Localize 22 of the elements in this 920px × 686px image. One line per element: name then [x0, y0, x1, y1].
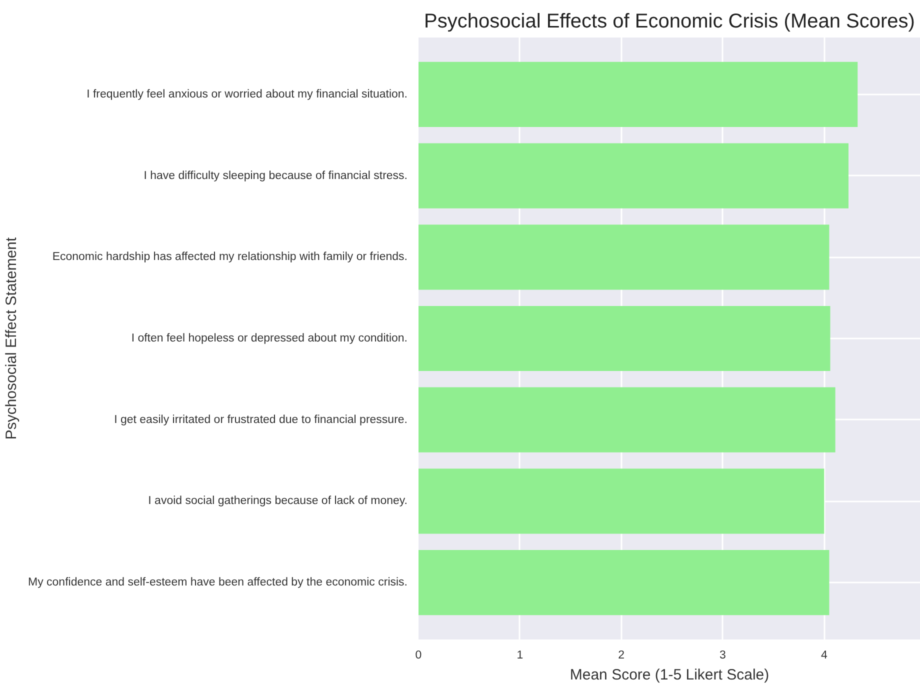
bar — [418, 62, 858, 127]
x-tick-label: 4 — [820, 650, 828, 662]
y-axis-title: Psychosocial Effect Statement — [3, 236, 20, 440]
x-axis-title: Mean Score (1-5 Likert Scale) — [570, 666, 770, 684]
x-tick-label: 3 — [720, 650, 726, 662]
bar — [418, 143, 848, 208]
y-tick-label: I often feel hopeless or depressed about my condition. — [131, 332, 408, 344]
bar — [418, 468, 824, 534]
bar — [418, 550, 830, 616]
bar — [418, 387, 836, 452]
x-tick-label: 0 — [415, 650, 422, 662]
bar — [418, 306, 830, 372]
chart-title: Psychosocial Effects of Economic Crisis (Mean Scores) — [424, 10, 915, 32]
y-tick-label: I frequently feel anxious or worried about my financial situation. — [86, 88, 408, 100]
y-tick-label: I get easily irritated or frustrated due to financial pressure. — [114, 414, 408, 426]
y-tick-label: I have difficulty sleeping because of financial stress. — [144, 170, 408, 182]
x-tick-label: 1 — [516, 650, 524, 662]
x-tick-label: 2 — [618, 650, 625, 662]
y-tick-label: I avoid social gatherings because of lack of money. — [148, 495, 408, 508]
bar — [418, 224, 830, 290]
y-tick-label: My confidence and self-esteem have been affected by the economic crisis. — [28, 576, 408, 589]
y-tick-label: Economic hardship has affected my relationship with family or friends. — [52, 251, 408, 264]
